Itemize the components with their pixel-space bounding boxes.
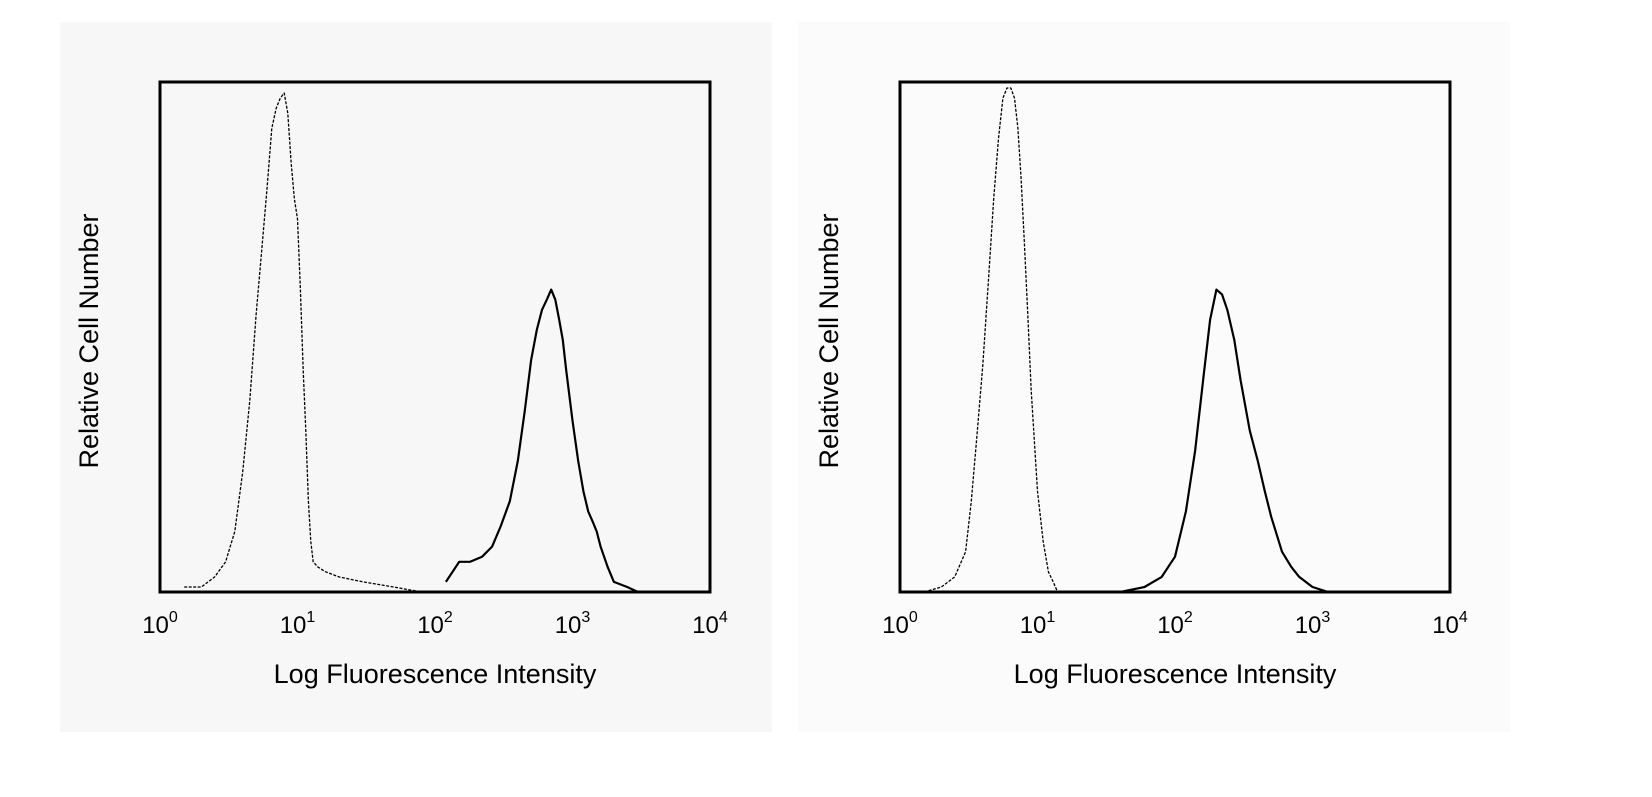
- control-histogram-trace: [924, 87, 1059, 593]
- control-histogram-trace: [184, 92, 422, 593]
- x-tick-label: 101: [280, 609, 316, 639]
- plot-frame: [158, 80, 712, 594]
- x-axis-title: Log Fluorescence Intensity: [274, 659, 597, 689]
- x-tick-label: 102: [1157, 609, 1193, 639]
- x-tick-label: 103: [1295, 609, 1331, 639]
- x-tick-label: 102: [417, 609, 453, 639]
- x-tick-label: 103: [555, 609, 591, 639]
- stained-histogram-trace: [444, 288, 639, 593]
- x-tick-label: 104: [692, 609, 728, 639]
- plot-frame: [898, 80, 1452, 594]
- right-histogram-panel: 100 101 102 103 104 Log Fluorescence Intensit…: [814, 80, 1468, 689]
- x-tick-label: 101: [1020, 609, 1056, 639]
- x-tick-label: 100: [882, 609, 918, 639]
- left-panel-background: [60, 22, 772, 732]
- x-tick-label: 104: [1432, 609, 1468, 639]
- x-axis-title: Log Fluorescence Intensity: [1014, 659, 1337, 689]
- y-axis-title: Relative Cell Number: [814, 213, 844, 468]
- right-panel-background: [798, 22, 1510, 732]
- left-histogram-panel: 100 101 102 103 104 Log Fluorescence Intensit…: [74, 80, 728, 689]
- stained-histogram-trace: [1120, 288, 1341, 594]
- x-tick-label: 100: [142, 609, 178, 639]
- y-axis-title: Relative Cell Number: [74, 213, 104, 468]
